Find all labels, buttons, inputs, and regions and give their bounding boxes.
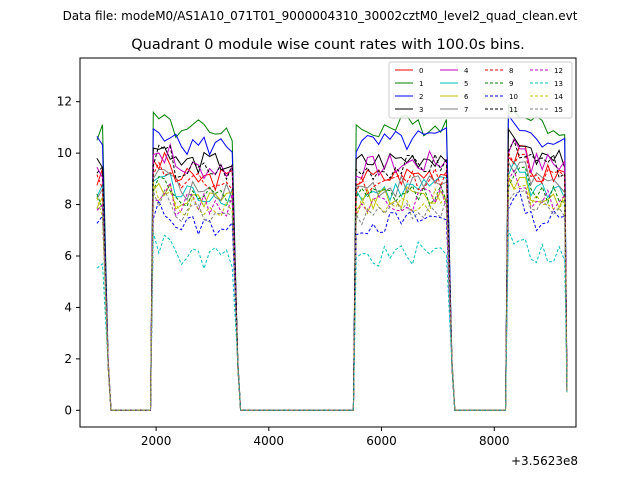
- legend-label-3: 3: [419, 106, 423, 114]
- series-line-9: [96, 166, 568, 411]
- axes-frame: [79, 57, 577, 428]
- legend-label-9: 9: [509, 80, 513, 88]
- series-layer: [96, 102, 568, 411]
- y-tick-label: 2: [64, 352, 72, 366]
- series-line-5: [96, 160, 568, 411]
- legend-label-14: 14: [554, 93, 563, 101]
- series-line-8: [96, 152, 568, 411]
- series-line-13: [96, 229, 568, 411]
- series-line-14: [96, 174, 568, 411]
- data-file-label: Data file: modeM0/AS1A10_071T01_90000043…: [63, 9, 578, 23]
- legend-label-15: 15: [554, 106, 563, 114]
- chart-title: Quadrant 0 module wise count rates with …: [131, 37, 525, 53]
- legend-label-10: 10: [509, 93, 518, 101]
- legend-label-4: 4: [464, 67, 469, 75]
- series-line-4: [96, 137, 568, 411]
- y-tick-label: 8: [64, 198, 72, 212]
- series-line-7: [96, 161, 568, 411]
- series-line-2: [96, 113, 568, 411]
- y-tick-label: 10: [57, 146, 72, 160]
- y-tick-label: 12: [57, 95, 72, 109]
- legend-label-2: 2: [419, 93, 423, 101]
- legend-label-13: 13: [554, 80, 563, 88]
- x-tick-label: 8000: [479, 434, 510, 448]
- series-line-10: [96, 189, 568, 411]
- legend-label-0: 0: [419, 67, 423, 75]
- x-axis: 2000 4000 6000 8000: [141, 427, 510, 448]
- series-line-1: [96, 102, 568, 411]
- y-tick-label: 6: [64, 249, 72, 263]
- x-tick-label: 6000: [366, 434, 397, 448]
- legend-label-5: 5: [464, 80, 468, 88]
- y-axis: 0 2 4 6 8 10 12: [57, 95, 80, 417]
- legend-label-7: 7: [464, 106, 468, 114]
- legend-label-1: 1: [419, 80, 423, 88]
- series-line-3: [96, 127, 568, 411]
- y-tick-label: 0: [64, 403, 72, 417]
- y-tick-label: 4: [64, 300, 72, 314]
- legend-label-11: 11: [509, 106, 518, 114]
- legend-label-8: 8: [509, 67, 513, 75]
- series-line-6: [96, 176, 568, 411]
- legend-label-6: 6: [464, 93, 469, 101]
- x-tick-label: 2000: [141, 434, 172, 448]
- legend-label-12: 12: [554, 67, 563, 75]
- legend-box: [388, 61, 573, 119]
- series-line-15: [96, 188, 568, 411]
- x-tick-label: 4000: [254, 434, 285, 448]
- x-offset-label: +3.5623e8: [511, 454, 578, 468]
- series-line-12: [96, 169, 568, 411]
- series-line-11: [96, 139, 568, 411]
